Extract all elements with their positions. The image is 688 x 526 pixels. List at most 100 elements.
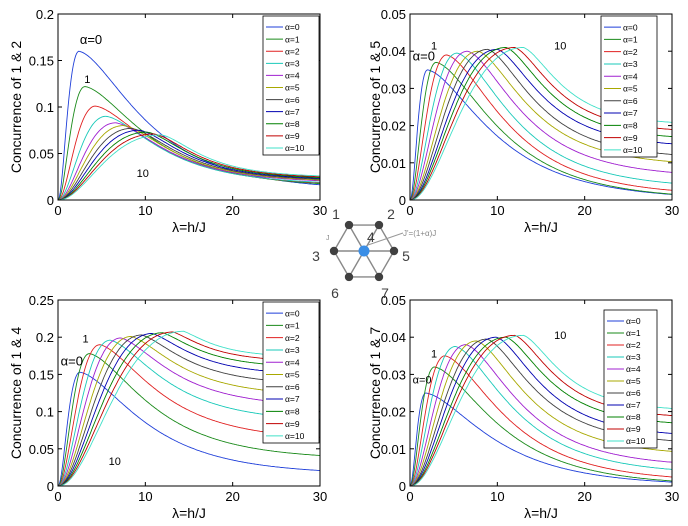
curve-annotation: 10 [137, 168, 149, 180]
curve-annotation: 1 [84, 74, 90, 86]
legend-entry: α=2 [285, 46, 300, 56]
y-axis-label: Concurrence of 1 & 5 [367, 41, 383, 174]
lattice-site [374, 220, 384, 230]
x-tick-label: 20 [225, 203, 239, 218]
bond-label: J [326, 235, 330, 242]
lattice-site-label: 5 [402, 248, 410, 264]
legend-entry: α=0 [623, 22, 638, 32]
chart-concurrence-1-4: 0 10 20 30 0 0.05 0.1 0.15 0.2 0.25 λ=h/J Concurren… [8, 293, 327, 521]
legend-entry: α=5 [623, 84, 638, 94]
series-line-alpha-6 [57, 127, 321, 201]
legend-entry: α=2 [626, 340, 641, 350]
legend-entry: α=2 [285, 333, 300, 343]
x-tick-label: 30 [313, 203, 327, 218]
series-line-alpha-0 [409, 69, 673, 201]
y-tick-label: 0 [399, 479, 406, 494]
series-line-alpha-2 [409, 54, 673, 201]
series-line-alpha-9 [58, 133, 320, 201]
y-tick-label: 0 [47, 479, 54, 494]
y-tick-label: 0.01 [381, 156, 406, 171]
lattice-diagram: 1 2 5 7 6 3 4 J'=(1+α)J J [312, 206, 436, 301]
series-line-alpha-10 [58, 134, 321, 201]
axes-frame [57, 299, 321, 487]
y-tick-label: 0.25 [29, 293, 54, 308]
legend-entry: α=6 [285, 95, 300, 105]
legend-entry: α=4 [626, 364, 641, 374]
legend-entry: α=1 [285, 34, 300, 44]
legend: α=0 α=1 α=2 α=3 α=4 α=5 α=6 α=7 α=8 α=9 α=10 [603, 309, 658, 449]
lattice-edge [333, 250, 350, 278]
y-tick-label: 0.1 [36, 100, 54, 115]
legend-entry: α=3 [285, 345, 300, 355]
y-tick-label: 0.04 [381, 44, 406, 59]
y-tick-label: 0.01 [381, 442, 406, 457]
y-tick-label: 0.03 [381, 367, 406, 382]
lattice-site [344, 272, 354, 282]
x-tick-label: 0 [54, 489, 61, 504]
curve-annotation: α=0 [80, 32, 102, 47]
x-axis-label: λ=h/J [172, 505, 206, 521]
legend-entry: α=5 [626, 376, 641, 386]
chart-concurrence-1-2: 0 10 20 30 0 0.05 0.1 0.15 0.2 λ=h/J Concurrence o… [8, 7, 327, 235]
legend-entry: α=6 [285, 382, 300, 392]
curve-annotation: α=0 [413, 375, 432, 387]
x-tick-label: 20 [577, 489, 591, 504]
legend-entry: α=9 [285, 419, 300, 429]
chart-concurrence-1-5: 0 10 20 30 0 0.01 0.02 0.03 0.04 0.05 λ=h/J Concurr… [367, 7, 679, 235]
series-line-alpha-1 [57, 353, 321, 487]
lattice-site-label: 7 [381, 285, 389, 301]
x-tick-label: 0 [54, 203, 61, 218]
legend-entry: α=3 [285, 59, 300, 69]
legend: α=0 α=1 α=2 α=3 α=4 α=5 α=6 α=7 α=8 α=9 α=10 [600, 15, 658, 158]
curve-annotation: α=0 [61, 353, 83, 368]
series-line-alpha-3 [409, 346, 673, 487]
y-tick-label: 0.05 [29, 442, 54, 457]
lattice-edge [378, 250, 395, 278]
lattice-site [389, 246, 399, 256]
curve-annotation: 10 [554, 40, 566, 52]
lattice-site [329, 246, 339, 256]
y-axis-label: Concurrence of 1 & 2 [8, 41, 24, 174]
curve-annotation: 10 [554, 330, 566, 342]
y-tick-label: 0.04 [381, 330, 406, 345]
series-lines [57, 50, 321, 201]
curve-annotation: 1 [431, 349, 437, 361]
y-tick-label: 0.15 [29, 54, 54, 69]
y-tick-label: 0.02 [381, 119, 406, 134]
axes-frame [409, 299, 673, 487]
series-line-alpha-4 [409, 344, 673, 487]
series-line-alpha-4 [409, 50, 673, 201]
legend-entry: α=10 [285, 143, 305, 153]
lattice-edge [378, 224, 395, 252]
x-tick-label: 20 [225, 489, 239, 504]
legend-entry: α=10 [623, 145, 643, 155]
y-tick-label: 0.1 [36, 405, 54, 420]
series-line-alpha-1 [409, 61, 673, 201]
legend-entry: α=10 [626, 436, 646, 446]
legend-entry: α=3 [623, 59, 638, 69]
legend-entry: α=0 [285, 308, 300, 318]
y-tick-label: 0.2 [36, 330, 54, 345]
lattice-site [344, 220, 354, 230]
series-line-alpha-7 [58, 129, 321, 201]
y-tick-label: 0.03 [381, 81, 406, 96]
legend-entry: α=9 [285, 131, 300, 141]
legend-entry: α=1 [623, 35, 638, 45]
series-line-alpha-2 [409, 355, 672, 487]
legend-entry: α=9 [623, 133, 638, 143]
legend-entry: α=0 [285, 22, 300, 32]
legend-entry: α=4 [285, 357, 300, 367]
y-tick-label: 0.05 [29, 147, 54, 162]
series-line-alpha-0 [409, 392, 673, 487]
lattice-site-label: 3 [312, 248, 320, 264]
legend-entry: α=5 [285, 83, 300, 93]
lattice-site-label: 1 [332, 206, 340, 222]
legend-entry: α=5 [285, 370, 300, 380]
legend-entry: α=7 [623, 108, 638, 118]
lattice-edge [333, 224, 350, 252]
legend-entry: α=9 [626, 424, 641, 434]
lattice-site-label: 6 [331, 285, 339, 301]
series-line-alpha-0 [57, 371, 321, 487]
legend: α=0 α=1 α=2 α=3 α=4 α=5 α=6 α=7 α=8 α=9 α=10 [262, 301, 320, 444]
